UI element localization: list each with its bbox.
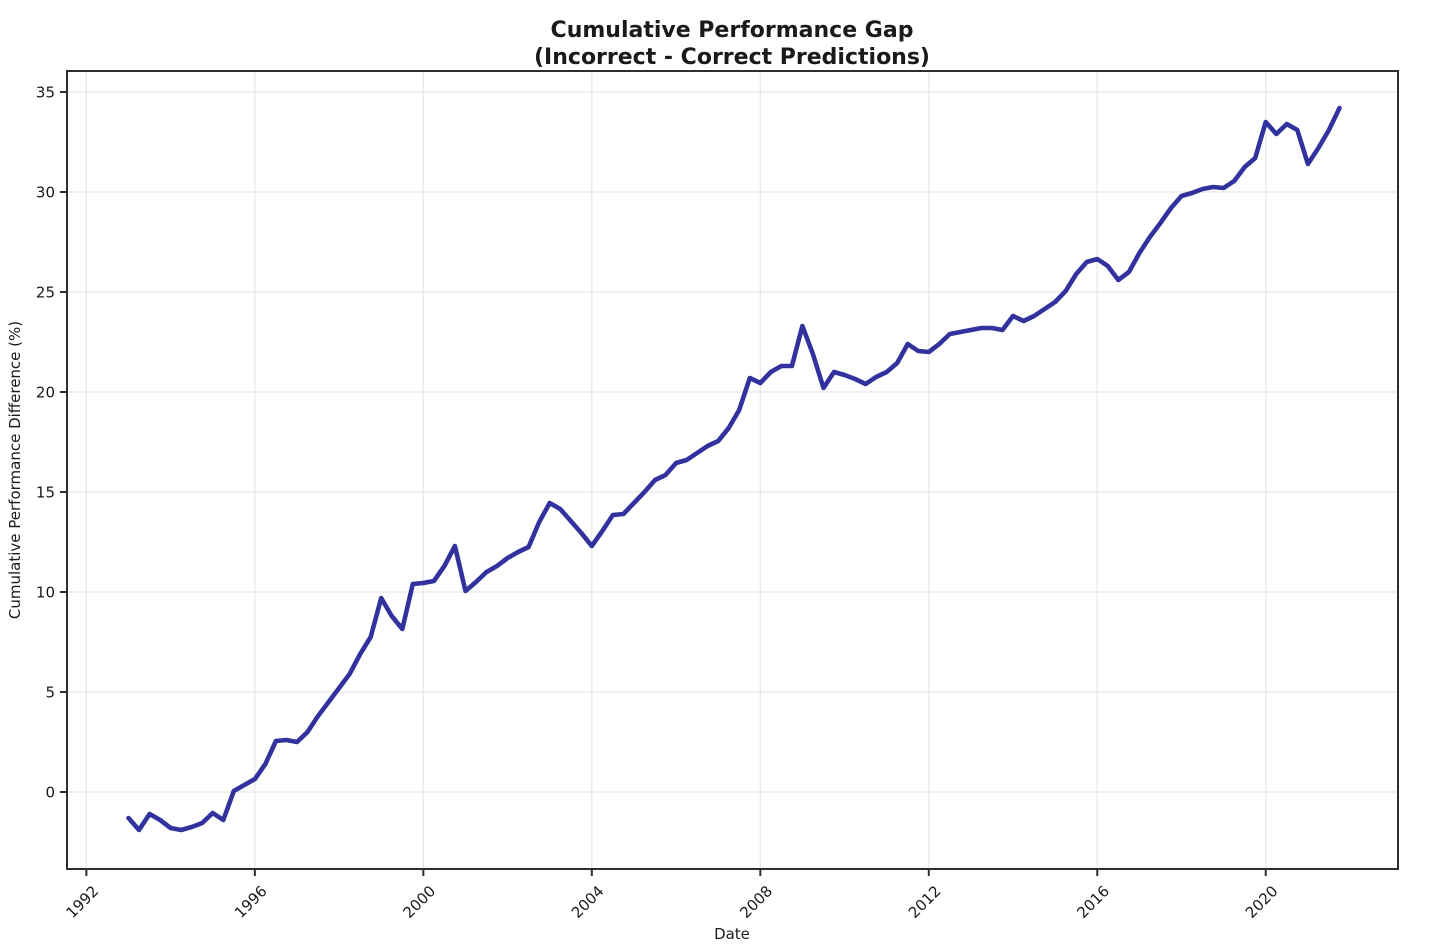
x-tick-label: 1992: [62, 882, 102, 922]
tick-labels: 0 5 10 15 20 25 30 35 1992 1996 2000 2004 2008 2012 20…: [36, 84, 1282, 922]
y-tick-label: 15: [36, 484, 55, 502]
x-tick-label: 2016: [1073, 882, 1113, 922]
y-tick-label: 35: [36, 84, 55, 102]
y-tick-label: 10: [36, 584, 55, 602]
x-tick-label: 2012: [905, 882, 945, 922]
x-tick-label: 2004: [568, 882, 608, 922]
gridlines: [67, 71, 1398, 869]
x-tick-label: 1996: [231, 882, 271, 922]
x-axis-label: Date: [714, 925, 750, 943]
tick-marks: [60, 91, 1267, 876]
y-tick-label: 0: [45, 784, 55, 802]
x-tick-label: 2000: [399, 882, 439, 922]
data-line-series: [126, 105, 1342, 833]
chart-subtitle: (Incorrect - Correct Predictions): [534, 45, 930, 70]
y-tick-label: 20: [36, 384, 55, 402]
plot-border: [66, 70, 1399, 870]
y-tick-label: 25: [36, 284, 55, 302]
y-tick-label: 5: [45, 684, 55, 702]
y-tick-label: 30: [36, 184, 55, 202]
y-axis-label: Cumulative Performance Difference (%): [6, 321, 24, 619]
x-tick-label: 2008: [736, 882, 776, 922]
x-tick-label: 2020: [1242, 882, 1282, 922]
chart-title: Cumulative Performance Gap: [551, 18, 914, 43]
